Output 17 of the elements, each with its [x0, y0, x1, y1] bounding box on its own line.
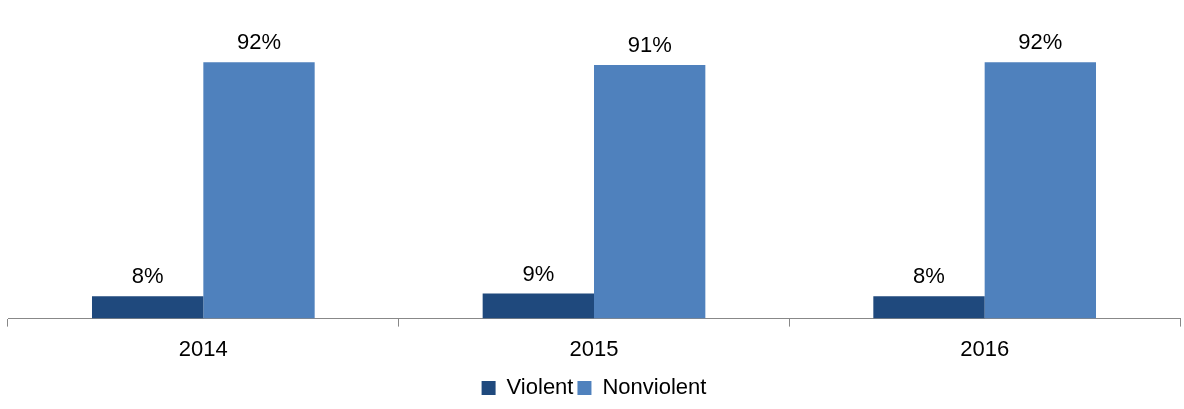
bar — [873, 296, 985, 319]
data-label: 91% — [627, 32, 672, 58]
bar — [594, 65, 706, 319]
x-tick-label: 2015 — [569, 335, 619, 361]
legend-label: Violent — [506, 374, 574, 400]
bar — [482, 293, 594, 319]
x-tick-label: 2014 — [178, 335, 228, 361]
legend-label: Nonviolent — [602, 374, 707, 400]
data-label: 8% — [131, 263, 164, 289]
bar — [984, 62, 1097, 319]
data-label: 9% — [522, 260, 555, 286]
x-tick-label: 2016 — [960, 335, 1010, 361]
bar — [203, 62, 315, 319]
data-label: 8% — [913, 263, 945, 289]
data-label: 92% — [1018, 29, 1063, 55]
bar — [91, 296, 204, 319]
data-label: 92% — [236, 29, 282, 55]
